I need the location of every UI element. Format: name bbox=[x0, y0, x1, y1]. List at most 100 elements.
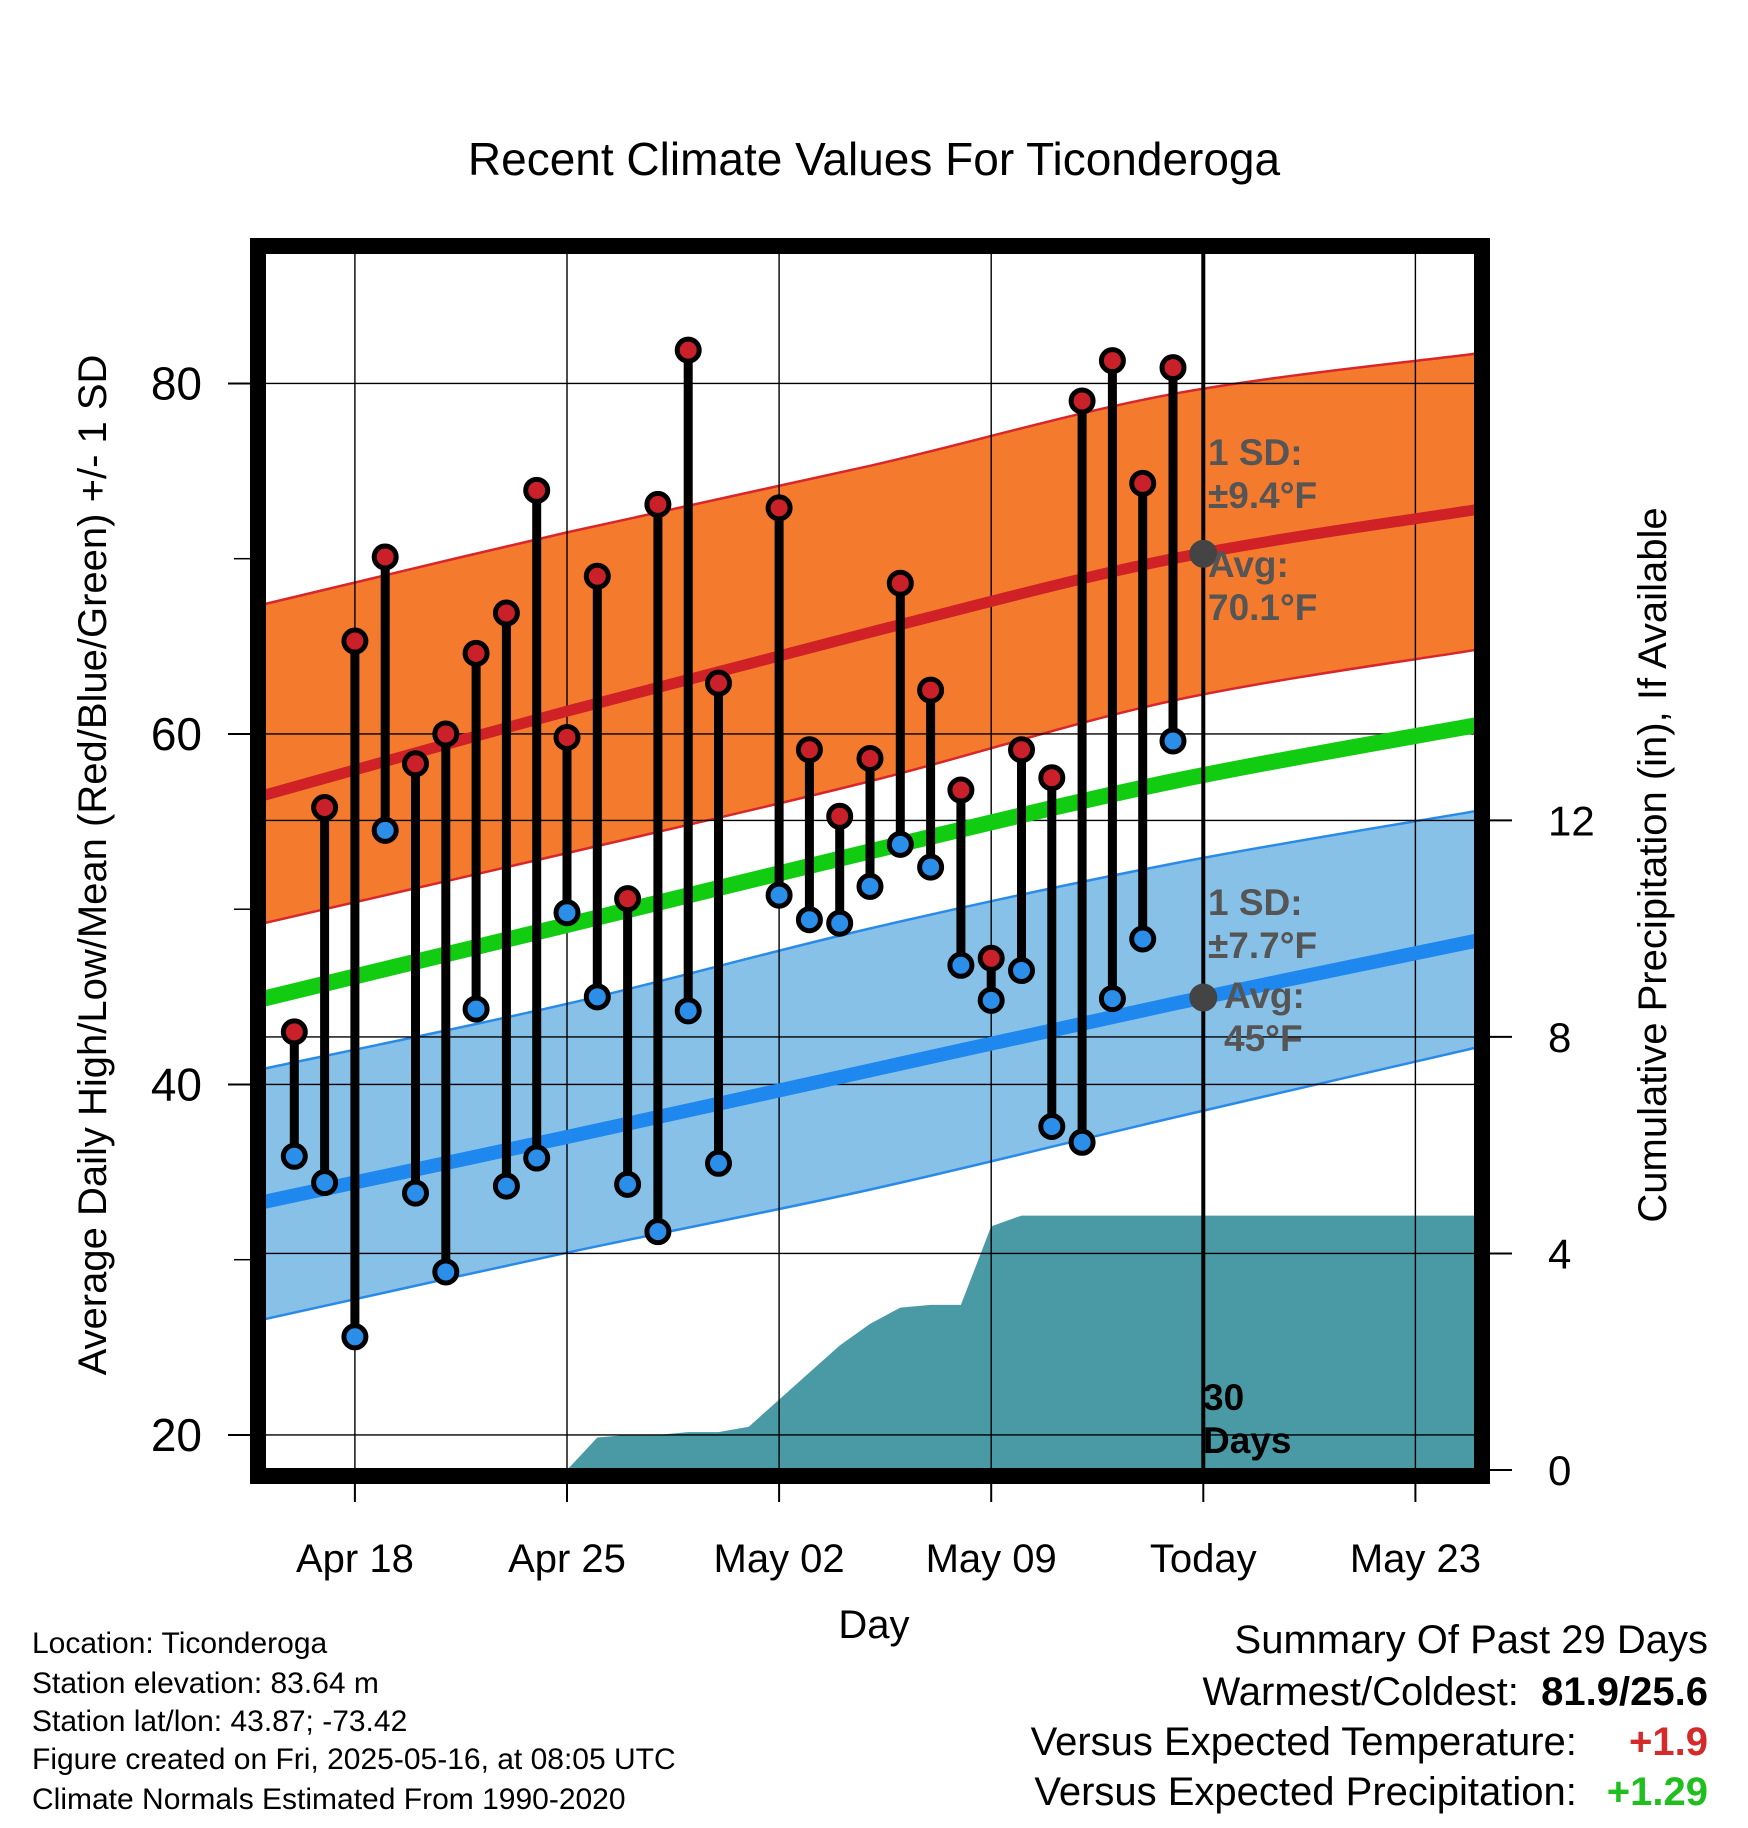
high-sd-label-line-1: 1 SD: bbox=[1208, 432, 1303, 473]
x-tick-label-may-02: May 02 bbox=[714, 1537, 845, 1581]
info-created: Figure created on Fri, 2025-05-16, at 08… bbox=[32, 1742, 676, 1778]
temp-value: +1.9 bbox=[1588, 1720, 1708, 1765]
summary-temp: Versus Expected Temperature: +1.9 bbox=[1031, 1720, 1708, 1765]
low-sd-label-line-2: ±7.7°F bbox=[1208, 925, 1317, 966]
x-tick-label-may-23: May 23 bbox=[1350, 1537, 1481, 1581]
low-point-2025-05-14 bbox=[1132, 928, 1154, 950]
y2-tick-label-8: 8 bbox=[1548, 1014, 1571, 1061]
chart-title: Recent Climate Values For Ticonderoga bbox=[468, 133, 1281, 185]
high-avg-label-line-1: Avg: bbox=[1208, 544, 1289, 585]
summary-precip: Versus Expected Precipitation: +1.29 bbox=[1034, 1770, 1708, 1815]
x-tick-label-today: Today bbox=[1150, 1537, 1257, 1581]
low-point-2025-04-26 bbox=[586, 986, 608, 1008]
high-point-2025-05-14 bbox=[1132, 472, 1154, 494]
high-point-2025-04-23 bbox=[495, 602, 517, 624]
high-point-2025-05-04 bbox=[829, 805, 851, 827]
low-point-2025-05-03 bbox=[798, 909, 820, 931]
days-label-line-2: Days bbox=[1203, 1420, 1291, 1461]
low-point-2025-05-02 bbox=[768, 884, 790, 906]
y2-axis-label: Cumulative Precipitation (in), If Availa… bbox=[1631, 507, 1675, 1222]
info-location: Location: Ticonderoga bbox=[32, 1626, 327, 1662]
high-point-2025-04-28 bbox=[647, 493, 669, 515]
y2-tick-label-0: 0 bbox=[1548, 1447, 1571, 1494]
days-label-line-1: 30 bbox=[1203, 1377, 1244, 1418]
low-point-2025-04-20 bbox=[405, 1182, 427, 1204]
high-point-2025-05-05 bbox=[859, 747, 881, 769]
low-point-2025-04-29 bbox=[677, 1000, 699, 1022]
low-point-2025-05-11 bbox=[1041, 1116, 1063, 1138]
low-point-2025-04-30 bbox=[708, 1152, 730, 1174]
high-point-2025-04-22 bbox=[465, 642, 487, 664]
precip-label: Versus Expected Precipitation: bbox=[1034, 1770, 1577, 1814]
high-point-2025-05-13 bbox=[1101, 350, 1123, 372]
high-avg-label-line-2: 70.1°F bbox=[1208, 587, 1317, 628]
low-point-2025-04-22 bbox=[465, 998, 487, 1020]
high-point-2025-05-08 bbox=[950, 779, 972, 801]
high-point-2025-04-16 bbox=[283, 1021, 305, 1043]
high-point-2025-04-20 bbox=[405, 753, 427, 775]
low-point-2025-05-09 bbox=[980, 989, 1002, 1011]
low-point-2025-04-18 bbox=[344, 1326, 366, 1348]
y2-tick-label-12: 12 bbox=[1548, 797, 1595, 844]
high-point-2025-04-27 bbox=[617, 888, 639, 910]
y-tick-label-20: 20 bbox=[151, 1409, 202, 1461]
low-avg-label-line-2: 45°F bbox=[1224, 1018, 1303, 1059]
high-point-2025-05-02 bbox=[768, 497, 790, 519]
low-point-2025-05-07 bbox=[920, 856, 942, 878]
high-point-2025-04-29 bbox=[677, 339, 699, 361]
info-latlon: Station lat/lon: 43.87; -73.42 bbox=[32, 1704, 407, 1740]
summary-heading: Summary Of Past 29 Days bbox=[1235, 1618, 1708, 1663]
high-point-2025-04-25 bbox=[556, 726, 578, 748]
low-point-2025-04-28 bbox=[647, 1221, 669, 1243]
high-point-2025-05-07 bbox=[920, 679, 942, 701]
high-point-2025-05-03 bbox=[798, 739, 820, 761]
low-point-2025-05-04 bbox=[829, 912, 851, 934]
high-point-2025-04-30 bbox=[708, 672, 730, 694]
low-point-2025-05-15 bbox=[1162, 730, 1184, 752]
x-tick-label-may-09: May 09 bbox=[926, 1537, 1057, 1581]
y-tick-label-80: 80 bbox=[151, 357, 202, 409]
low-point-2025-04-21 bbox=[435, 1261, 457, 1283]
low-point-2025-04-23 bbox=[495, 1175, 517, 1197]
low-point-2025-04-27 bbox=[617, 1173, 639, 1195]
info-elevation: Station elevation: 83.64 m bbox=[32, 1666, 379, 1702]
warm-cold-value: 81.9/25.6 bbox=[1530, 1670, 1708, 1715]
high-point-2025-04-18 bbox=[344, 630, 366, 652]
precip-value: +1.29 bbox=[1588, 1770, 1708, 1815]
y-tick-label-60: 60 bbox=[151, 708, 202, 760]
low-point-2025-05-10 bbox=[1011, 960, 1033, 982]
x-tick-label-apr-18: Apr 18 bbox=[296, 1537, 414, 1581]
high-point-2025-04-24 bbox=[526, 479, 548, 501]
high-sd-label-line-2: ±9.4°F bbox=[1208, 475, 1317, 516]
low-sd-label-line-1: 1 SD: bbox=[1208, 882, 1303, 923]
low-point-2025-04-17 bbox=[314, 1172, 336, 1194]
high-point-2025-04-21 bbox=[435, 723, 457, 745]
avg-low-dot bbox=[1189, 984, 1217, 1012]
low-point-2025-05-06 bbox=[889, 833, 911, 855]
low-point-2025-05-13 bbox=[1101, 988, 1123, 1010]
low-point-2025-05-12 bbox=[1071, 1131, 1093, 1153]
high-point-2025-05-12 bbox=[1071, 390, 1093, 412]
warm-cold-label: Warmest/Coldest: bbox=[1203, 1670, 1519, 1714]
low-point-2025-04-24 bbox=[526, 1147, 548, 1169]
low-point-2025-04-16 bbox=[283, 1145, 305, 1167]
high-point-2025-04-26 bbox=[586, 565, 608, 587]
low-avg-label-line-1: Avg: bbox=[1224, 975, 1305, 1016]
high-point-2025-05-09 bbox=[980, 947, 1002, 969]
summary-warm-cold: Warmest/Coldest: 81.9/25.6 bbox=[1203, 1670, 1709, 1715]
x-tick-label-apr-25: Apr 25 bbox=[508, 1537, 626, 1581]
high-point-2025-05-15 bbox=[1162, 357, 1184, 379]
high-point-2025-05-06 bbox=[889, 572, 911, 594]
y2-tick-label-4: 4 bbox=[1548, 1230, 1571, 1277]
low-point-2025-04-19 bbox=[374, 819, 396, 841]
y-axis-label: Average Daily High/Low/Mean (Red/Blue/Gr… bbox=[71, 355, 115, 1376]
high-point-2025-05-11 bbox=[1041, 767, 1063, 789]
temp-label: Versus Expected Temperature: bbox=[1031, 1720, 1577, 1764]
high-point-2025-05-10 bbox=[1011, 739, 1033, 761]
high-point-2025-04-17 bbox=[314, 797, 336, 819]
low-point-2025-05-05 bbox=[859, 875, 881, 897]
x-axis-label: Day bbox=[838, 1603, 909, 1647]
y-tick-label-40: 40 bbox=[151, 1058, 202, 1110]
info-normals: Climate Normals Estimated From 1990-2020 bbox=[32, 1782, 626, 1818]
climate-chart: Recent Climate Values For Ticonderoga 1 … bbox=[0, 0, 1748, 1828]
